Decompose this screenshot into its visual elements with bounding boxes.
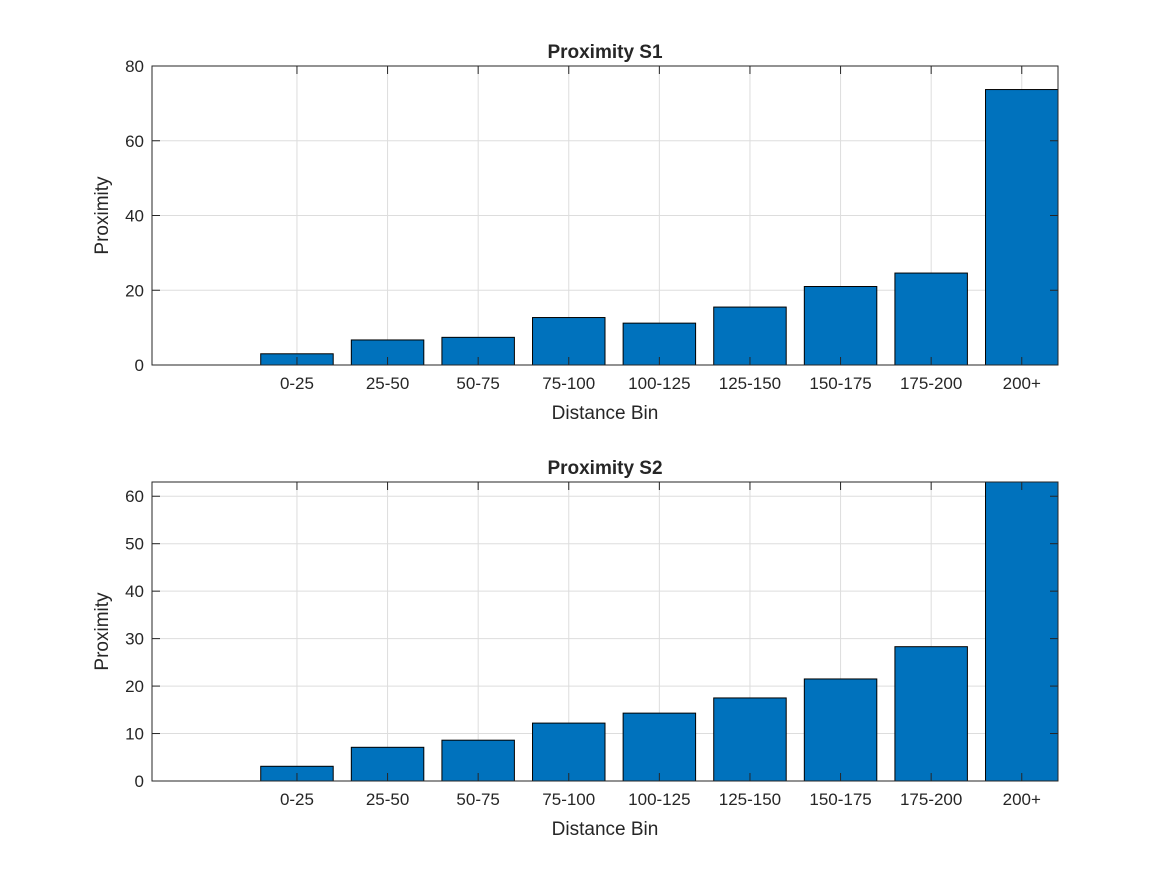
y-tick-label: 50 xyxy=(125,535,144,554)
x-axis-label: Distance Bin xyxy=(552,819,659,840)
y-tick-label: 0 xyxy=(135,356,144,375)
x-tick-label: 125-150 xyxy=(719,374,781,393)
y-tick-label: 60 xyxy=(125,487,144,506)
chart-proximity-s2: 0-25 25-50 50-75 75-100 100-125 125-150 150-17… xyxy=(92,458,1059,840)
x-tick-label: 75-100 xyxy=(542,374,595,393)
axes-box xyxy=(151,481,1059,782)
bar-175-200 xyxy=(894,646,968,782)
chart-title: Proximity S2 xyxy=(547,458,662,479)
y-tick-label: 20 xyxy=(125,281,144,300)
x-tick-label: 75-100 xyxy=(542,790,595,809)
y-tick-label: 0 xyxy=(135,772,144,791)
x-tick-label: 150-175 xyxy=(809,374,871,393)
bar-150-175 xyxy=(803,678,878,782)
x-tick-label: 200+ xyxy=(1003,374,1041,393)
x-axis-label: Distance Bin xyxy=(552,403,659,424)
bar-200+ xyxy=(985,89,1059,366)
y-tick-label: 30 xyxy=(125,630,144,649)
bar-75-100 xyxy=(532,722,606,782)
x-tick-label: 25-50 xyxy=(366,790,409,809)
x-tick-label: 125-150 xyxy=(719,790,781,809)
chart-title: Proximity S1 xyxy=(547,42,663,63)
y-tick-label: 60 xyxy=(125,132,144,151)
x-tick-label: 0-25 xyxy=(280,790,314,809)
y-tick-label: 10 xyxy=(125,725,144,744)
y-axis-label: Proximity xyxy=(92,592,113,671)
x-tick-label: 150-175 xyxy=(809,790,871,809)
x-tick-label: 200+ xyxy=(1003,790,1041,809)
x-tick-label: 50-75 xyxy=(456,790,499,809)
bar-175-200 xyxy=(894,272,968,366)
chart-proximity-s1: 0-25 25-50 50-75 75-100 100-125 125-150 150-17… xyxy=(92,42,1059,424)
x-tick-label: 25-50 xyxy=(366,374,409,393)
y-tick-label: 80 xyxy=(125,57,144,76)
x-tick-label: 175-200 xyxy=(900,374,962,393)
y-tick-label: 40 xyxy=(125,207,144,226)
bar-100-125 xyxy=(622,712,697,782)
y-axis-label: Proximity xyxy=(92,176,113,255)
y-tick-label: 40 xyxy=(125,582,144,601)
bar-125-150 xyxy=(713,306,787,366)
x-tick-label: 50-75 xyxy=(456,374,499,393)
bar-200+ xyxy=(985,481,1059,782)
x-tick-label: 175-200 xyxy=(900,790,962,809)
bar-125-150 xyxy=(713,697,787,782)
y-tick-label: 20 xyxy=(125,677,144,696)
bar-150-175 xyxy=(803,286,878,366)
x-tick-label: 100-125 xyxy=(628,374,690,393)
x-tick-label: 0-25 xyxy=(280,374,314,393)
x-tick-label: 100-125 xyxy=(628,790,690,809)
